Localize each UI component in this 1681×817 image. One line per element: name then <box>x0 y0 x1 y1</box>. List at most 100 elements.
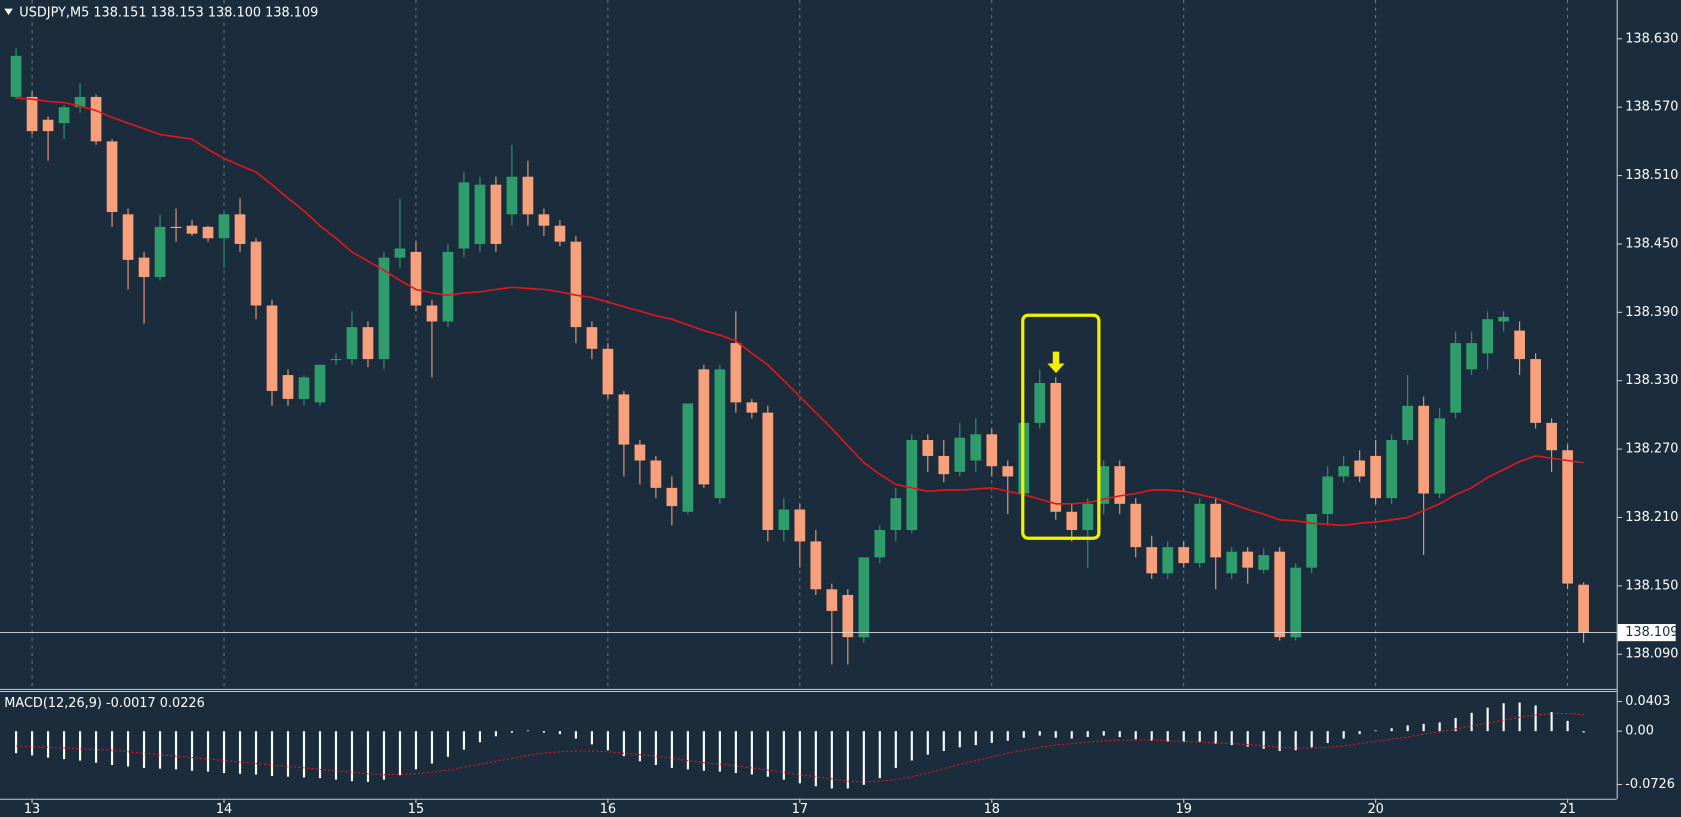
y-tick-label: 0.00 <box>1625 724 1654 739</box>
candle-body <box>922 439 934 456</box>
candle-body <box>266 305 278 391</box>
y-tick-label: 138.270 <box>1625 442 1678 457</box>
candle-body <box>1450 343 1462 413</box>
candle-body <box>186 225 198 234</box>
candle-body <box>42 119 54 132</box>
candle-body <box>202 226 214 239</box>
candle-body <box>634 444 646 461</box>
candle-body <box>298 377 310 399</box>
candle-body <box>1210 503 1222 558</box>
candle-body <box>810 541 822 590</box>
candle-body <box>1498 316 1509 322</box>
candle-body <box>522 176 534 215</box>
y-tick-label: 138.330 <box>1625 373 1678 388</box>
candle-body <box>602 348 614 395</box>
candle-body <box>74 96 86 108</box>
candle-body <box>858 557 870 638</box>
y-tick-label: 0.0403 <box>1625 694 1670 709</box>
candle-body <box>1002 466 1014 477</box>
candle-body <box>970 434 982 461</box>
candle-body <box>10 55 22 97</box>
candle-body <box>1306 514 1318 568</box>
y-tick-label: 138.450 <box>1625 236 1678 251</box>
symbol-menu-arrow[interactable] <box>4 8 13 16</box>
y-tick-label: 138.150 <box>1625 578 1678 593</box>
candle-body <box>586 327 598 349</box>
candle-body <box>1530 359 1541 423</box>
x-tick-label: 13 <box>24 802 40 817</box>
candle-body <box>330 359 342 361</box>
candle-body <box>1370 455 1382 499</box>
x-tick-label: 14 <box>216 802 232 817</box>
candle-body <box>1178 547 1190 564</box>
candle-body <box>234 214 246 244</box>
candle-body <box>938 455 950 475</box>
candle-body <box>1514 330 1525 360</box>
candle-body <box>314 364 326 403</box>
candle-body <box>442 251 454 322</box>
x-tick-label: 19 <box>1176 802 1192 817</box>
x-tick-label: 21 <box>1559 802 1575 817</box>
candle-body <box>906 439 918 531</box>
x-tick-label: 17 <box>792 802 808 817</box>
candle-body <box>794 509 806 542</box>
candle-body <box>1386 439 1398 499</box>
moving-average <box>16 97 1584 527</box>
candle-body <box>1098 466 1110 504</box>
candle-body <box>90 96 102 142</box>
candle-body <box>1562 450 1573 584</box>
candle-body <box>1146 547 1158 574</box>
candle-body <box>426 305 438 322</box>
signal-line <box>16 712 1584 783</box>
candle-body <box>1242 551 1254 568</box>
candle-body <box>1402 405 1414 440</box>
candle-body <box>1434 418 1446 494</box>
candle-body <box>1162 547 1174 574</box>
candle-body <box>138 257 150 277</box>
current-price-box <box>1617 624 1676 642</box>
candle-body <box>490 184 502 244</box>
y-tick-label: -0.0726 <box>1625 777 1675 792</box>
x-tick-label: 18 <box>984 802 1000 817</box>
candle-body <box>762 412 774 531</box>
candle-body <box>1066 511 1078 531</box>
candle-body <box>554 225 566 242</box>
candle-body <box>346 327 358 360</box>
candle-body <box>122 214 134 260</box>
candle-body <box>1466 343 1478 370</box>
candle-body <box>954 437 966 472</box>
candle-body <box>1578 584 1589 633</box>
x-tick-label: 20 <box>1367 802 1383 817</box>
candle-body <box>682 403 694 512</box>
candle-body <box>1338 466 1350 477</box>
candle-body <box>986 434 998 467</box>
candle-body <box>1258 555 1270 570</box>
candle-body <box>58 107 70 124</box>
candle-body <box>570 241 582 328</box>
x-tick-label: 16 <box>600 802 616 817</box>
candle-body <box>1082 503 1094 531</box>
candle-body <box>1034 382 1046 423</box>
candle-body <box>1482 319 1494 354</box>
candle-body <box>730 343 742 403</box>
candle-body <box>698 369 710 485</box>
candle-body <box>1322 476 1334 515</box>
candle-body <box>538 214 550 226</box>
candle-body <box>394 248 406 258</box>
y-tick-label: 138.390 <box>1625 305 1678 320</box>
candle-body <box>842 594 854 638</box>
candle-body <box>282 375 294 399</box>
y-tick-label: 138.510 <box>1625 168 1678 183</box>
sell-arrow <box>1047 351 1065 374</box>
candle-body <box>1226 551 1238 574</box>
candle-body <box>250 241 262 306</box>
indicator-title: MACD(12,26,9) -0.0017 0.0226 <box>4 696 204 711</box>
candle-body <box>506 176 518 215</box>
candle-body <box>1274 551 1286 638</box>
candle-body <box>666 487 678 507</box>
candle-body <box>826 589 838 611</box>
candle-body <box>362 327 374 360</box>
